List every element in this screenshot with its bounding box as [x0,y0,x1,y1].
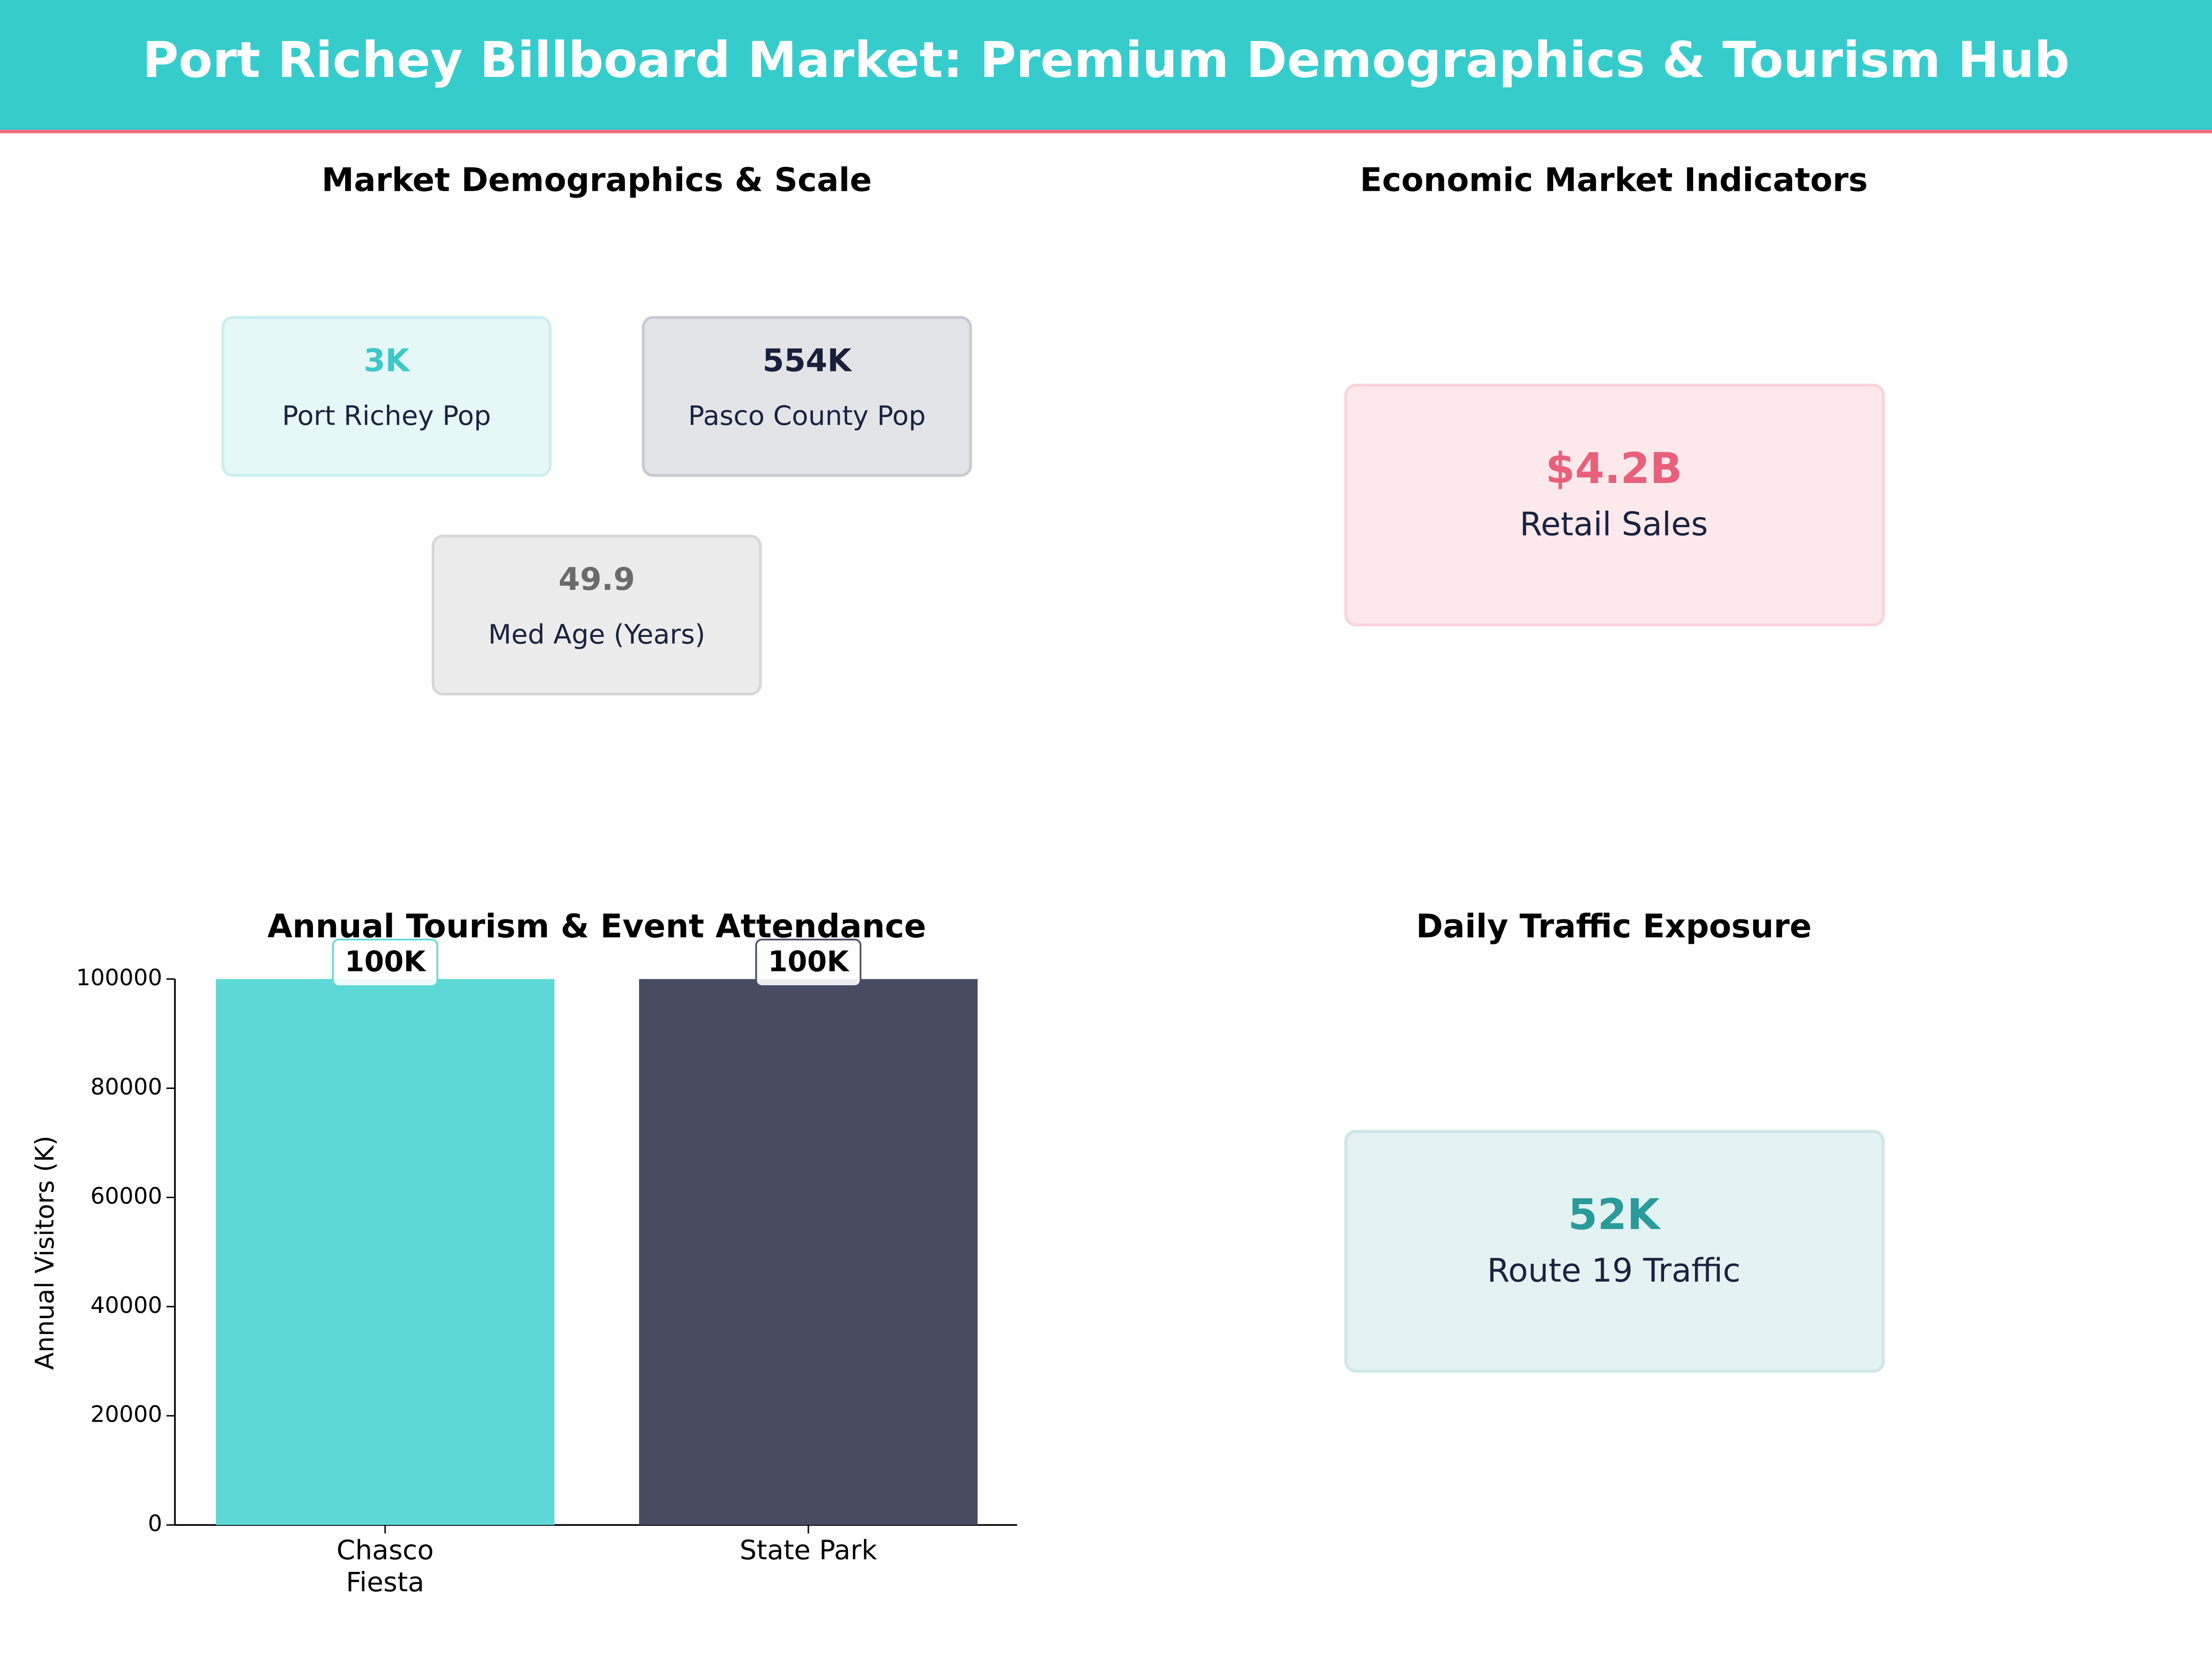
panel-title: Market Demographics & Scale [322,161,872,199]
y-tick-label: 40000 [90,1292,162,1318]
panel-title: Economic Market Indicators [1360,161,1868,199]
kpi-card [641,316,972,477]
y-tick-label: 20000 [90,1401,162,1428]
x-tick-label: State Park [740,1534,877,1565]
x-tick-label: Chasco Fiesta [336,1534,434,1598]
header-band [0,0,2212,130]
y-tick-label: 80000 [90,1074,162,1100]
kpi-value: 52K [1568,1190,1661,1239]
kpi-value: 554K [763,342,853,378]
kpi-value: $4.2B [1546,444,1683,493]
kpi-label: Med Age (Years) [488,619,705,650]
kpi-label: Retail Sales [1520,505,1708,543]
kpi-card [221,316,552,477]
value-label: 100K [768,945,850,978]
kpi-label: Route 19 Traffic [1487,1252,1741,1289]
kpi-card [1344,383,1885,627]
bar [216,979,555,1525]
y-axis-label: Annual Visitors (K) [30,1135,59,1370]
kpi-label: Port Richey Pop [282,400,491,431]
y-tick-label: 100000 [76,965,162,991]
kpi-label: Pasco County Pop [688,400,926,431]
value-label: 100K [345,945,427,978]
bar [639,979,978,1525]
y-tick-label: 0 [148,1511,162,1537]
bar-chart: 0 20000 40000 60000 80000 100000 Annual Visito… [30,907,1018,1598]
page-title: Port Richey Billboard Market: Premium De… [142,32,2070,89]
kpi-card [1344,1130,1885,1373]
kpi-value: 3K [364,342,411,378]
panel-title: Daily Traffic Exposure [1416,907,1812,945]
header-line [0,129,2212,134]
y-tick-label: 60000 [90,1183,162,1209]
kpi-card [431,535,762,696]
value-label-box [332,938,438,987]
kpi-value: 49.9 [559,561,635,597]
chart-title: Annual Tourism & Event Attendance [267,907,926,945]
value-label-box [755,938,862,987]
